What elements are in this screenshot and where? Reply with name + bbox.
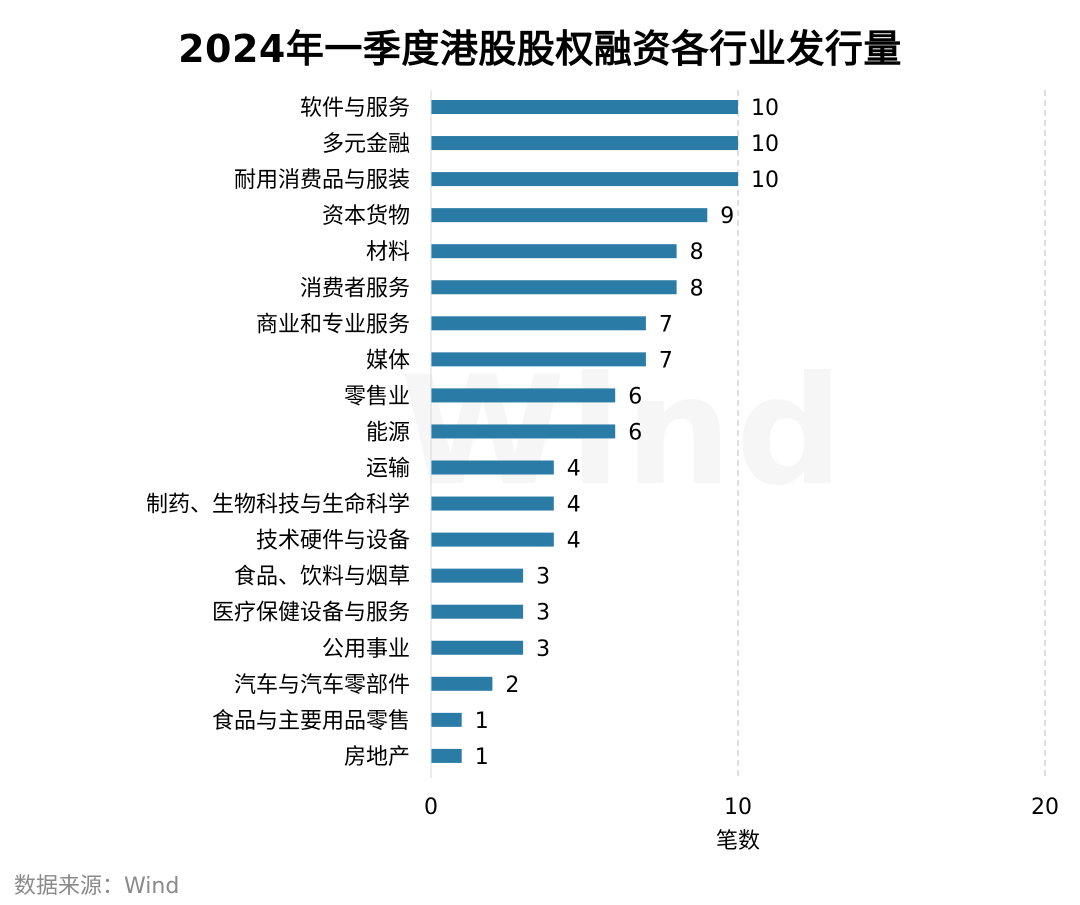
category-label: 商业和专业服务: [256, 312, 410, 337]
data-label: 8: [690, 276, 704, 301]
category-label: 汽车与汽车零部件: [234, 673, 410, 698]
bar: [431, 244, 677, 259]
bar: [431, 316, 646, 331]
bar: [431, 460, 554, 475]
category-label: 食品与主要用品零售: [212, 709, 410, 734]
bars: [431, 100, 738, 763]
category-label: 媒体: [366, 348, 410, 373]
bar: [431, 604, 524, 619]
category-label: 制药、生物科技与生命科学: [146, 493, 410, 518]
category-label: 技术硬件与设备: [256, 529, 410, 554]
category-label: 食品、饮料与烟草: [234, 565, 410, 590]
data-label: 6: [628, 420, 642, 445]
data-label: 7: [659, 312, 673, 337]
bar: [431, 532, 554, 547]
category-label: 多元金融: [322, 132, 410, 157]
category-labels: 软件与服务多元金融耐用消费品与服装资本货物材料消费者服务商业和专业服务媒体零售业…: [146, 96, 410, 770]
data-label: 7: [659, 348, 673, 373]
data-label: 3: [536, 637, 550, 662]
category-label: 运输: [366, 457, 410, 482]
source-note: 数据来源：Wind: [14, 874, 180, 899]
chart-title: 2024年一季度港股股权融资各行业发行量: [178, 27, 902, 71]
category-label: 材料: [366, 240, 410, 265]
x-axis: 0 10 20 笔数: [424, 90, 1059, 854]
category-label: 软件与服务: [300, 96, 410, 121]
bar: [431, 352, 646, 367]
data-label: 4: [567, 493, 581, 518]
data-label: 4: [567, 529, 581, 554]
category-label: 资本货物: [322, 204, 410, 229]
bar: [431, 496, 554, 511]
bar: [431, 568, 524, 583]
category-label: 公用事业: [322, 637, 410, 662]
data-label: 6: [628, 384, 642, 409]
bar: [431, 676, 493, 691]
category-label: 房地产: [344, 745, 410, 770]
category-label: 耐用消费品与服装: [234, 168, 410, 193]
data-label: 10: [751, 168, 779, 193]
data-label: 1: [475, 709, 489, 734]
data-label: 10: [751, 96, 779, 121]
bar: [431, 640, 524, 655]
x-tick-label: 20: [1031, 795, 1059, 820]
data-label: 3: [536, 565, 550, 590]
bar: [431, 136, 738, 151]
bar: [431, 424, 616, 439]
category-label: 医疗保健设备与服务: [212, 601, 410, 626]
data-label: 2: [505, 673, 519, 698]
bar: [431, 748, 462, 763]
bar: [431, 712, 462, 727]
data-label: 3: [536, 601, 550, 626]
data-label: 10: [751, 132, 779, 157]
x-axis-label: 笔数: [716, 829, 760, 854]
data-label: 4: [567, 457, 581, 482]
bar: [431, 280, 677, 295]
data-label: 9: [720, 204, 734, 229]
bar: [431, 388, 616, 403]
bar: [431, 208, 708, 223]
data-label: 1: [475, 745, 489, 770]
category-label: 零售业: [344, 384, 410, 409]
category-label: 能源: [366, 420, 410, 445]
grid-lines: [737, 90, 1046, 778]
x-tick-label: 0: [424, 795, 438, 820]
bar: [431, 100, 738, 114]
data-label: 8: [690, 240, 704, 265]
category-label: 消费者服务: [300, 276, 410, 301]
bar: [431, 172, 738, 187]
x-tick-label: 10: [724, 795, 752, 820]
